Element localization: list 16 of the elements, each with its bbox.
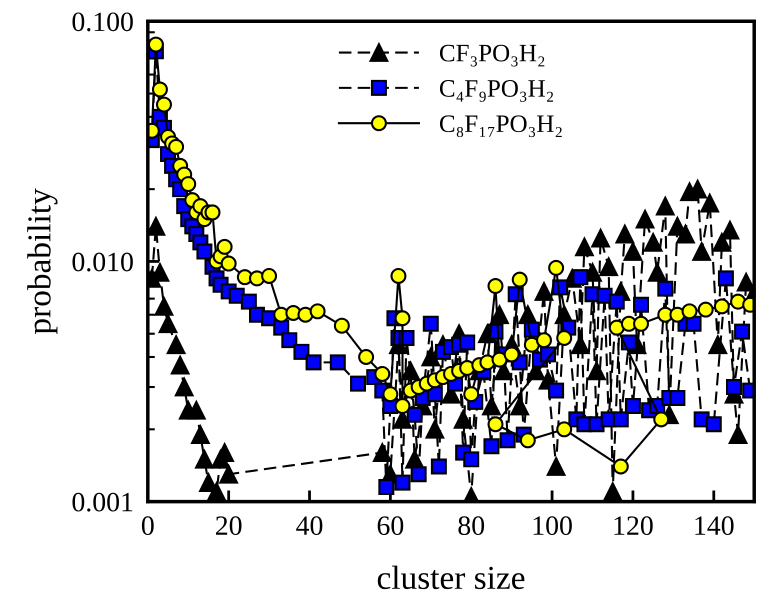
x-axis-title: cluster size [378, 566, 524, 590]
legend-label: CF₃PO₃H₂ [440, 44, 544, 66]
x-tick-label: 80 [458, 516, 484, 536]
y-tick-label: 0.010 [72, 252, 133, 272]
x-tick-label: 40 [296, 516, 322, 536]
y-tick-label: 0.001 [72, 492, 132, 512]
x-tick-label: 140 [695, 516, 734, 536]
legend-label: C₄F₉PO₃H₂ [440, 80, 554, 102]
x-tick-label: 100 [534, 516, 572, 536]
x-tick-label: 0 [142, 516, 154, 536]
x-tick-label: 120 [614, 516, 653, 536]
x-tick-label: 20 [216, 516, 242, 536]
y-tick-label: 0.100 [72, 12, 133, 32]
legend-label: C₈F₁₇PO₃H₂ [440, 115, 562, 138]
y-axis-title: probability [27, 188, 58, 334]
x-tick-label: 60 [378, 516, 404, 536]
